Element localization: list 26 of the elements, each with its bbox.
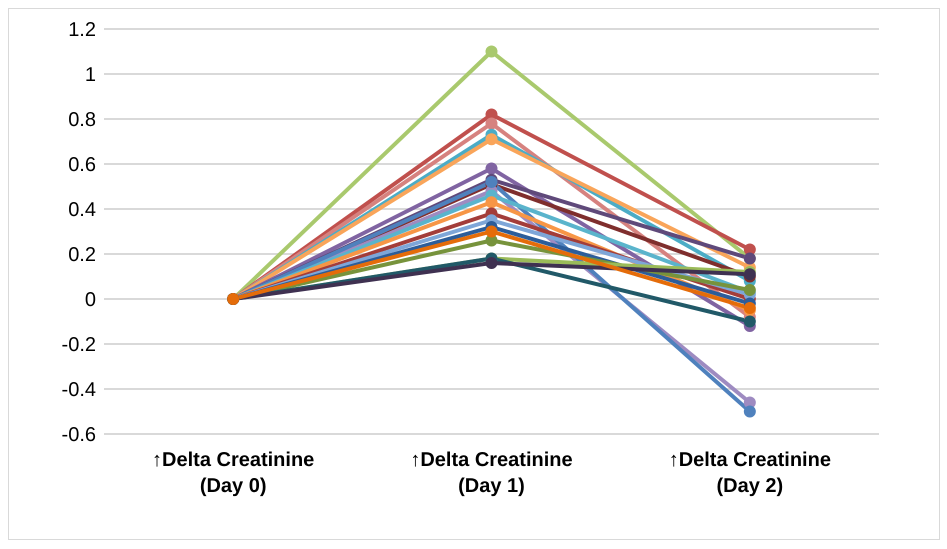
- point: [486, 196, 498, 208]
- point: [486, 162, 498, 174]
- point: [486, 176, 498, 188]
- point: [744, 268, 756, 280]
- y-tick-label: 1: [84, 64, 96, 86]
- point: [486, 257, 498, 269]
- x-tick-label: ↑Delta Creatinine (Day 2): [668, 449, 831, 497]
- y-tick-label: 0.6: [68, 154, 96, 176]
- point: [486, 226, 498, 238]
- point: [744, 302, 756, 314]
- y-tick-label: 0.4: [68, 199, 96, 222]
- y-tick-label: 0: [84, 289, 96, 312]
- x-tick-label: ↑Delta Creatinine (Day 0): [152, 449, 314, 497]
- y-tick-label: -0.2: [62, 334, 96, 356]
- y-tick-label: -0.4: [62, 379, 96, 402]
- point: [744, 406, 756, 418]
- y-tick-label: -0.6: [62, 424, 96, 446]
- y-tick-label: 0.8: [68, 109, 96, 132]
- point: [486, 118, 498, 130]
- point: [744, 284, 756, 296]
- point: [486, 46, 498, 58]
- point: [486, 133, 498, 146]
- point: [744, 316, 756, 328]
- y-tick-label: 0.2: [68, 244, 96, 266]
- x-tick-label: ↑Delta Creatinine (Day 1): [410, 449, 573, 497]
- y-tick-label: 1.2: [68, 19, 96, 42]
